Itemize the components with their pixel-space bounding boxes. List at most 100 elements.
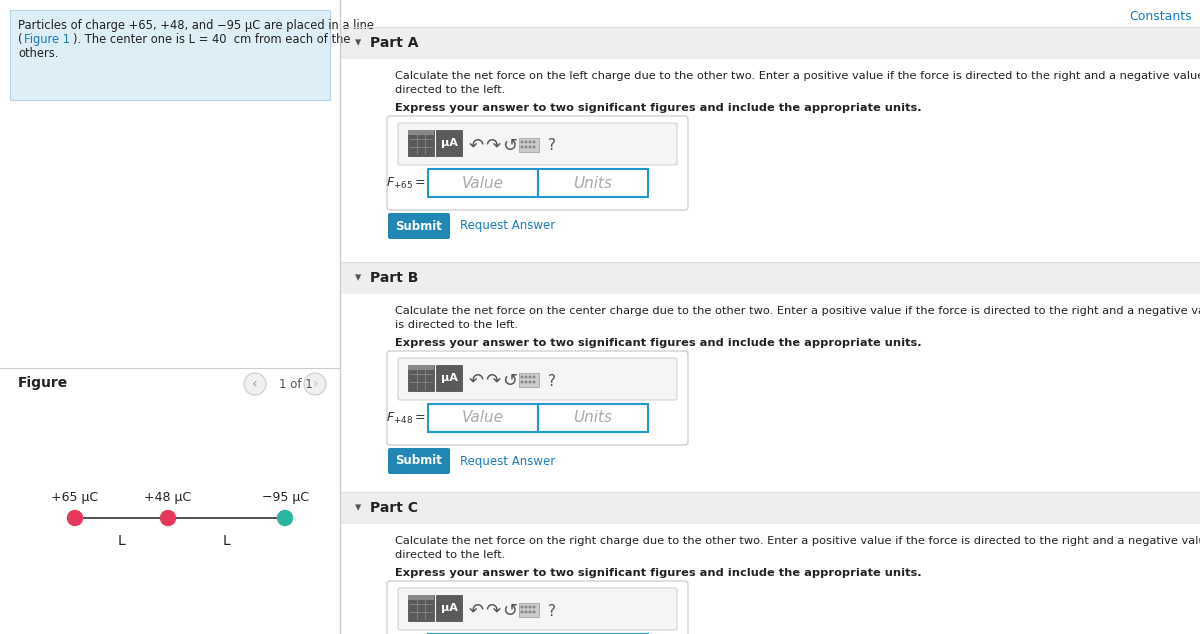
Text: Submit: Submit — [396, 455, 443, 467]
Text: Request Answer: Request Answer — [460, 455, 556, 467]
Circle shape — [161, 510, 175, 526]
Text: Units: Units — [574, 176, 612, 190]
Text: L: L — [223, 534, 230, 548]
Circle shape — [533, 606, 535, 608]
Bar — [436, 130, 462, 156]
Bar — [428, 404, 538, 432]
Text: μA: μA — [440, 373, 457, 383]
Text: ▾: ▾ — [355, 37, 361, 49]
Bar — [340, 0, 1200, 634]
Text: Figure: Figure — [18, 376, 68, 390]
Text: ↺: ↺ — [503, 602, 517, 620]
Circle shape — [529, 146, 530, 148]
Circle shape — [304, 373, 326, 395]
Text: +48 μC: +48 μC — [144, 491, 192, 504]
Text: ↷: ↷ — [486, 372, 500, 390]
Circle shape — [526, 381, 527, 383]
Bar — [408, 365, 434, 370]
Circle shape — [529, 611, 530, 613]
Circle shape — [533, 381, 535, 383]
FancyBboxPatch shape — [386, 351, 688, 445]
Text: ↶: ↶ — [468, 137, 484, 155]
Circle shape — [533, 376, 535, 378]
Circle shape — [521, 146, 523, 148]
Text: Express your answer to two significant figures and include the appropriate units: Express your answer to two significant f… — [395, 103, 922, 113]
Bar — [340, 492, 1200, 524]
Text: directed to the left.: directed to the left. — [395, 85, 505, 95]
FancyBboxPatch shape — [398, 123, 677, 165]
Text: Submit: Submit — [396, 219, 443, 233]
Text: μA: μA — [440, 603, 457, 613]
Circle shape — [533, 146, 535, 148]
Circle shape — [529, 141, 530, 143]
Text: Calculate the net force on the right charge due to the other two. Enter a positi: Calculate the net force on the right cha… — [395, 536, 1200, 546]
Text: $F_{+65}=$: $F_{+65}=$ — [386, 176, 426, 191]
FancyBboxPatch shape — [386, 581, 688, 634]
Text: directed to the left.: directed to the left. — [395, 550, 505, 560]
Text: Part A: Part A — [370, 36, 419, 50]
Text: ›: › — [312, 377, 318, 391]
Circle shape — [277, 510, 293, 526]
Circle shape — [529, 606, 530, 608]
Text: +65 μC: +65 μC — [52, 491, 98, 504]
Circle shape — [521, 141, 523, 143]
Text: ). The center one is L = 40  cm from each of the: ). The center one is L = 40 cm from each… — [73, 33, 350, 46]
Bar — [520, 603, 539, 617]
Circle shape — [521, 611, 523, 613]
Circle shape — [529, 381, 530, 383]
Bar — [10, 10, 330, 100]
Circle shape — [533, 141, 535, 143]
Bar — [428, 169, 538, 197]
Circle shape — [533, 611, 535, 613]
Text: ▾: ▾ — [355, 501, 361, 515]
FancyBboxPatch shape — [398, 588, 677, 630]
Text: Calculate the net force on the left charge due to the other two. Enter a positiv: Calculate the net force on the left char… — [395, 71, 1200, 81]
Text: Express your answer to two significant figures and include the appropriate units: Express your answer to two significant f… — [395, 338, 922, 348]
Bar — [538, 169, 648, 197]
Bar — [538, 404, 648, 432]
Text: ↶: ↶ — [468, 602, 484, 620]
Text: Value: Value — [462, 176, 504, 190]
Bar — [520, 138, 539, 152]
Text: ▾: ▾ — [355, 271, 361, 285]
Text: Units: Units — [574, 410, 612, 425]
Text: Part C: Part C — [370, 501, 418, 515]
Text: Part B: Part B — [370, 271, 419, 285]
Circle shape — [67, 510, 83, 526]
Text: L: L — [118, 534, 125, 548]
Text: Express your answer to two significant figures and include the appropriate units: Express your answer to two significant f… — [395, 568, 922, 578]
Text: ↺: ↺ — [503, 372, 517, 390]
Text: Constants: Constants — [1129, 10, 1192, 23]
Text: ?: ? — [548, 138, 556, 153]
Text: ‹: ‹ — [252, 377, 258, 391]
Bar — [408, 130, 434, 135]
Circle shape — [526, 611, 527, 613]
Bar — [436, 595, 462, 621]
Text: Particles of charge +65, +48, and −95 μC are placed in a line: Particles of charge +65, +48, and −95 μC… — [18, 19, 374, 32]
Circle shape — [526, 376, 527, 378]
Circle shape — [526, 146, 527, 148]
Bar — [520, 373, 539, 387]
FancyBboxPatch shape — [388, 448, 450, 474]
Bar — [0, 398, 340, 634]
Bar — [340, 262, 1200, 294]
Text: ↺: ↺ — [503, 137, 517, 155]
Text: others.: others. — [18, 47, 59, 60]
Circle shape — [521, 606, 523, 608]
Text: ?: ? — [548, 373, 556, 389]
FancyBboxPatch shape — [386, 116, 688, 210]
Text: 1 of 1: 1 of 1 — [278, 377, 313, 391]
Bar — [408, 130, 434, 156]
FancyBboxPatch shape — [398, 358, 677, 400]
Text: Calculate the net force on the center charge due to the other two. Enter a posit: Calculate the net force on the center ch… — [395, 306, 1200, 316]
Text: ↶: ↶ — [468, 372, 484, 390]
FancyBboxPatch shape — [388, 213, 450, 239]
Bar — [436, 365, 462, 391]
Text: Value: Value — [462, 410, 504, 425]
Bar — [0, 0, 340, 634]
Circle shape — [526, 606, 527, 608]
Text: Request Answer: Request Answer — [460, 219, 556, 233]
Text: is directed to the left.: is directed to the left. — [395, 320, 518, 330]
Text: ↷: ↷ — [486, 137, 500, 155]
Text: $F_{+48}=$: $F_{+48}=$ — [386, 410, 426, 425]
